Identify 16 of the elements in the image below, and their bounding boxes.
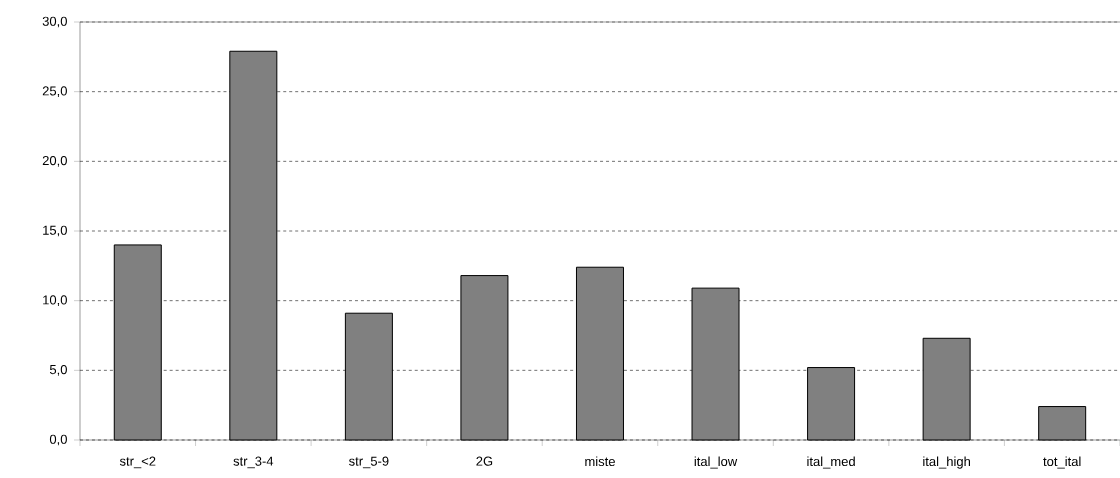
y-tick-label: 15,0 <box>43 225 67 237</box>
x-tick-label: str_5-9 <box>349 456 389 469</box>
x-tick-label: str_3-4 <box>233 456 274 469</box>
y-tick-label: 25,0 <box>42 86 67 98</box>
y-tick-label: 30,0 <box>42 16 67 28</box>
x-tick-label: tot_ital <box>1043 456 1081 469</box>
x-tick-label: ital_med <box>807 456 855 469</box>
y-tick-label: 5,0 <box>49 364 67 376</box>
x-tick-label: miste <box>585 456 615 467</box>
x-tick-label: 2G <box>476 456 493 466</box>
y-tick-label: 10,0 <box>43 295 67 307</box>
y-tick-label: 20,0 <box>42 155 67 167</box>
x-tick-label: str_<2 <box>119 456 156 469</box>
y-tick-label: 0,0 <box>49 434 67 446</box>
x-tick-label: ital_high <box>923 456 970 469</box>
x-tick-label: ital_low <box>694 456 738 469</box>
